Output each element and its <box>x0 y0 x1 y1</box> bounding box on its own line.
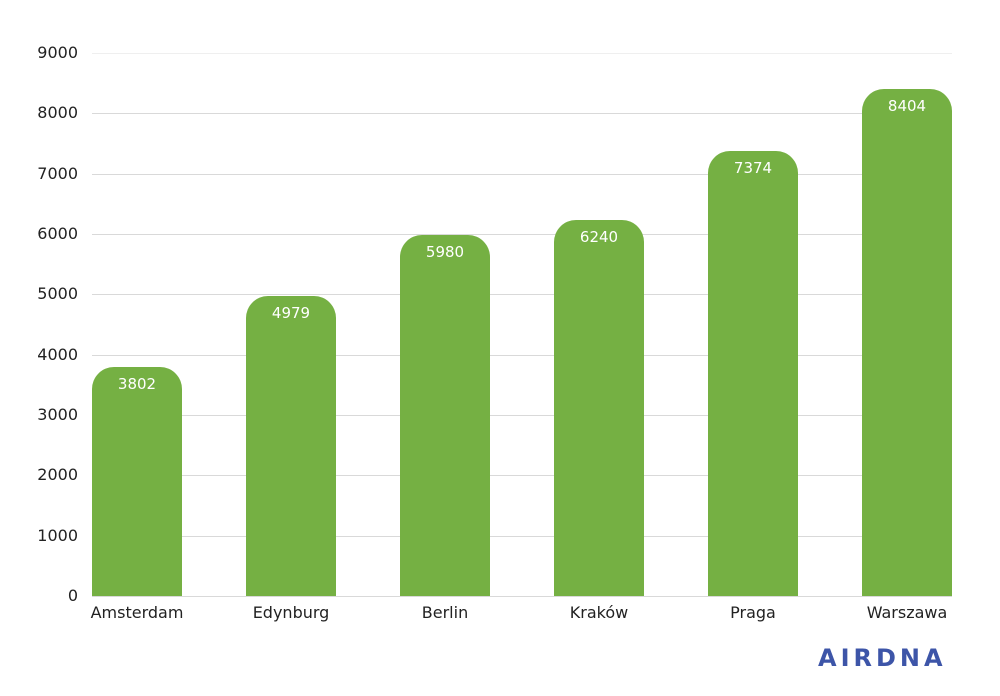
bar-value-label: 5980 <box>425 243 465 261</box>
bar: 5980 <box>400 235 490 596</box>
gridline <box>92 536 952 537</box>
x-tick-label: Kraków <box>569 603 629 622</box>
y-tick-label: 9000 <box>37 43 78 62</box>
bar: 3802 <box>92 367 182 596</box>
airdna-logo: AIRDNA <box>818 644 947 672</box>
y-tick-label: 7000 <box>37 164 78 183</box>
gridline <box>92 355 952 356</box>
y-tick-label: 0 <box>67 586 78 605</box>
y-tick-label: 6000 <box>37 224 78 243</box>
gridline <box>92 294 952 295</box>
x-tick-label: Praga <box>730 603 776 622</box>
gridline <box>92 113 952 114</box>
y-tick-label: 5000 <box>37 284 78 303</box>
bar: 7374 <box>708 151 798 596</box>
gridline <box>92 415 952 416</box>
bar-value-label: 8404 <box>887 97 927 115</box>
gridline <box>92 475 952 476</box>
y-tick-label: 8000 <box>37 103 78 122</box>
bar-value-label: 7374 <box>733 159 773 177</box>
bar: 4979 <box>246 296 336 596</box>
bar-value-label: 3802 <box>117 375 157 393</box>
x-tick-label: Edynburg <box>252 603 330 622</box>
bar: 6240 <box>554 220 644 596</box>
gridline <box>92 596 952 597</box>
gridline <box>92 234 952 235</box>
x-tick-label: Warszawa <box>866 603 948 622</box>
x-tick-label: Berlin <box>421 603 469 622</box>
y-tick-label: 3000 <box>37 405 78 424</box>
bar-value-label: 4979 <box>271 304 311 322</box>
y-tick-label: 2000 <box>37 465 78 484</box>
gridline <box>92 174 952 175</box>
y-tick-label: 1000 <box>37 526 78 545</box>
y-tick-label: 4000 <box>37 345 78 364</box>
x-tick-label: Amsterdam <box>90 603 184 622</box>
bar: 8404 <box>862 89 952 596</box>
gridline <box>92 53 952 54</box>
bar-value-label: 6240 <box>579 228 619 246</box>
